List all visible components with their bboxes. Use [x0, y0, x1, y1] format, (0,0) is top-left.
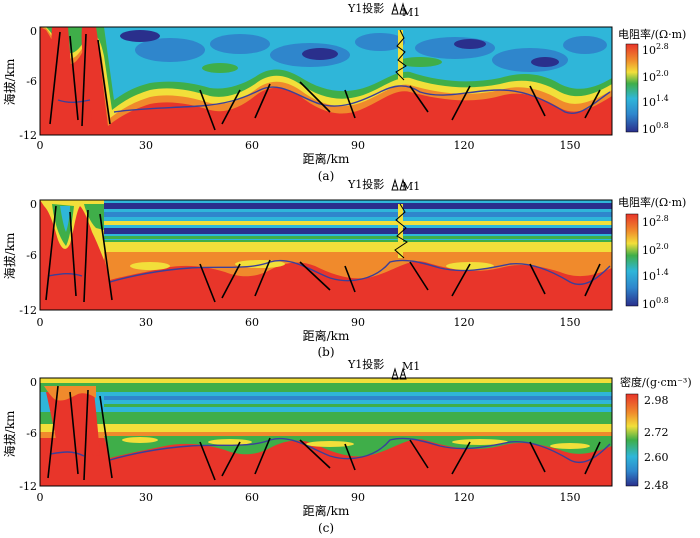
svg-text:2.98: 2.98 [644, 394, 669, 407]
svg-text:60: 60 [245, 139, 259, 152]
svg-text:0: 0 [30, 25, 37, 38]
panel-b: Y1投影 M1 0 30 60 90 120 150 0 -6 -12 海拔/k… [2, 177, 686, 359]
y-axis-label-b: 海拔/km [2, 232, 17, 279]
svg-text:60: 60 [245, 491, 259, 504]
caption-b: (b) [317, 345, 334, 359]
svg-text:0: 0 [37, 139, 44, 152]
svg-text:120: 120 [454, 139, 475, 152]
well-label-y1-b: Y1投影 [347, 177, 384, 191]
svg-text:-12: -12 [19, 304, 37, 317]
svg-text:-6: -6 [26, 249, 37, 262]
svg-text:2.72: 2.72 [644, 426, 669, 439]
well-label-y1: Y1投影 [347, 1, 384, 15]
well-label-m1-c: M1 [402, 360, 420, 373]
svg-text:-6: -6 [26, 75, 37, 88]
y-ticks-a: 0 -6 -12 [19, 25, 37, 142]
svg-text:30: 30 [139, 139, 153, 152]
fault-lines-a [49, 31, 601, 131]
svg-text:2.60: 2.60 [644, 451, 669, 464]
well-label-y1-c: Y1投影 [347, 357, 384, 371]
svg-text:100.8: 100.8 [642, 296, 669, 311]
svg-text:90: 90 [351, 316, 365, 329]
svg-text:0: 0 [30, 376, 37, 389]
svg-text:102.8: 102.8 [642, 42, 669, 57]
svg-text:102.0: 102.0 [642, 69, 669, 84]
svg-text:2.48: 2.48 [644, 479, 669, 492]
well-symbol-y1-a [391, 2, 399, 15]
svg-text:150: 150 [560, 491, 581, 504]
panel-c: Y1投影 M1 0 30 60 90 120 150 0 -6 -12 海拔/k… [2, 357, 692, 535]
fault-lines-c [47, 385, 601, 481]
panel-b-frame [39, 199, 613, 311]
svg-text:101.4: 101.4 [642, 268, 669, 283]
well-symbol-m1-a [399, 2, 407, 15]
x-ticks-c: 0 30 60 90 120 150 [37, 491, 581, 504]
svg-text:电阻率/(Ω·m): 电阻率/(Ω·m) [618, 27, 686, 41]
svg-text:30: 30 [139, 316, 153, 329]
svg-text:101.4: 101.4 [642, 94, 669, 109]
well-symbol-m1-b [399, 178, 407, 191]
svg-text:密度/(g·cm⁻³): 密度/(g·cm⁻³) [620, 375, 692, 389]
panel-c-frame [39, 377, 613, 487]
x-axis-label-c: 距离/km [303, 503, 350, 518]
svg-text:150: 150 [560, 139, 581, 152]
x-ticks-a: 0 30 60 90 120 150 [37, 139, 581, 152]
svg-text:102.8: 102.8 [642, 214, 669, 229]
x-axis-label-a: 距离/km [303, 151, 350, 166]
svg-text:102.0: 102.0 [642, 242, 669, 257]
svg-text:电阻率/(Ω·m): 电阻率/(Ω·m) [618, 195, 686, 209]
colorbar-a: 电阻率/(Ω·m) 102.8 102.0 101.4 100.8 [618, 27, 686, 136]
x-ticks-b: 0 30 60 90 120 150 [37, 316, 581, 329]
well-symbol-y1-c [391, 367, 399, 380]
well-label-m1-b: M1 [402, 180, 420, 193]
y-axis-label-c: 海拔/km [2, 410, 17, 457]
y-ticks-b: 0 -6 -12 [19, 198, 37, 317]
y-ticks-c: 0 -6 -12 [19, 376, 37, 493]
well-m1-log-a [395, 29, 407, 81]
svg-text:60: 60 [245, 316, 259, 329]
well-symbol-m1-c [399, 367, 407, 380]
panel-b-section [40, 200, 612, 310]
caption-c: (c) [318, 521, 334, 535]
svg-text:90: 90 [351, 491, 365, 504]
svg-text:0: 0 [37, 316, 44, 329]
colorbar-b: 电阻率/(Ω·m) 102.8 102.0 101.4 100.8 [618, 195, 686, 311]
svg-text:90: 90 [351, 139, 365, 152]
svg-text:120: 120 [454, 316, 475, 329]
svg-text:150: 150 [560, 316, 581, 329]
panel-c-section [40, 378, 612, 486]
svg-text:0: 0 [30, 198, 37, 211]
caption-a: (a) [318, 169, 335, 183]
well-symbol-y1-b [391, 178, 399, 191]
svg-text:-6: -6 [26, 427, 37, 440]
well-label-m1: M1 [402, 6, 420, 19]
panel-a-section [40, 27, 612, 135]
svg-text:-12: -12 [19, 480, 37, 493]
panel-a: Y1投影 M1 0 30 60 90 120 150 0 -6 -12 海拔/k… [2, 1, 686, 183]
svg-text:120: 120 [454, 491, 475, 504]
svg-text:0: 0 [37, 491, 44, 504]
well-m1-log-b [394, 203, 408, 259]
svg-text:30: 30 [139, 491, 153, 504]
fault-lines-b [45, 205, 601, 303]
y-axis-label-a: 海拔/km [2, 58, 17, 105]
colorbar-c: 密度/(g·cm⁻³) 2.98 2.72 2.60 2.48 [620, 375, 692, 492]
x-axis-label-b: 距离/km [303, 328, 350, 343]
svg-text:-12: -12 [19, 129, 37, 142]
panel-a-frame [39, 26, 613, 136]
svg-text:100.8: 100.8 [642, 121, 669, 136]
